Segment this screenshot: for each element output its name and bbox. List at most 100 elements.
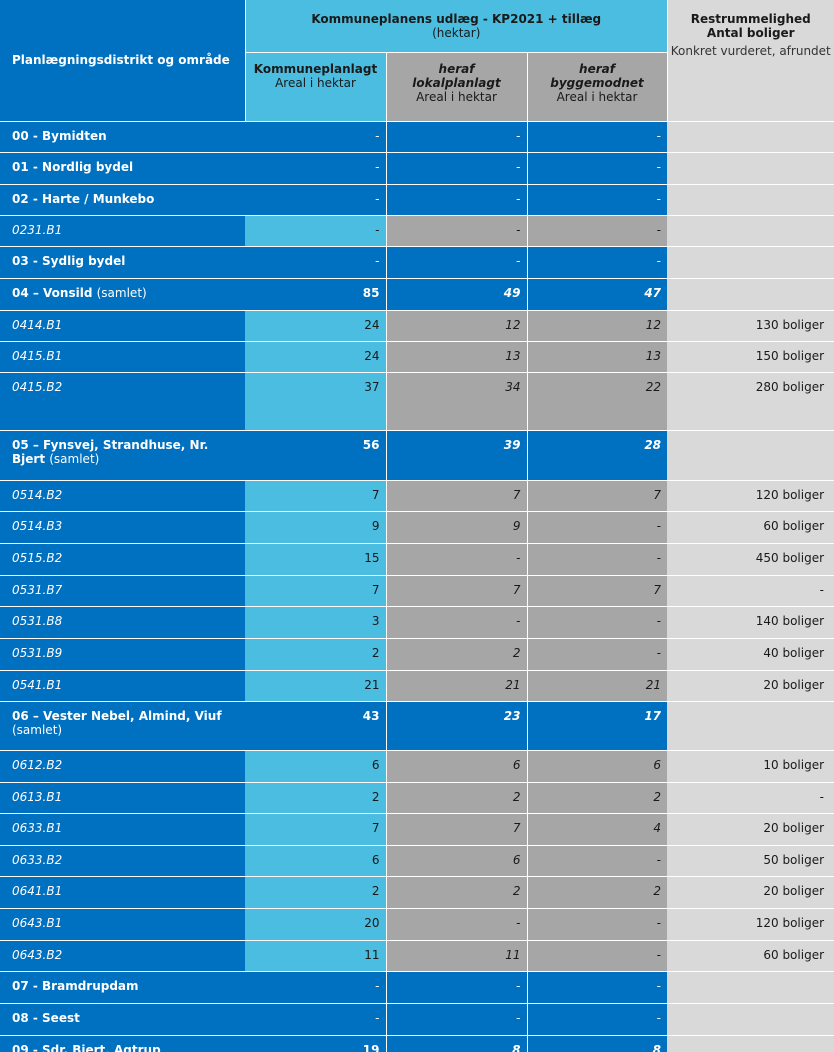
value-cell: - [386,121,528,153]
table-row: 0643.B2 11 11-60 boliger [0,940,834,972]
column-title: Kommuneplanlagt [253,61,378,76]
value-cell: 8 [386,1035,528,1052]
value-cell: 6 [386,750,528,783]
value-cell: - [527,940,668,972]
value-cell: 6 [245,750,387,783]
row-label-cell: 0514.B3 [0,511,245,544]
value-cell: 7 [386,813,528,846]
capacity-cell: 40 boliger [667,638,834,671]
row-label-cell: 0641.B1 [0,876,245,909]
table-row: 0641.B1 2 2 2 20 boliger [0,876,834,909]
table-row: 0231.B1- - - [0,215,834,247]
row-label: 0612.B2 [12,757,63,772]
row-label: 0643.B1 [12,915,63,930]
row-label-cell: 0613.B1 [0,782,245,814]
value-cell: 2 [386,876,528,909]
capacity-cell: 60 boliger [667,511,834,544]
plan-title: Kommuneplanens udlæg - KP2021 + tillæg [311,12,602,26]
row-label: 00 - Bymidten [12,128,107,143]
row-label: 09 - Sdr. Bjert, Agtrup [12,1042,161,1052]
column-title: byggemodnet [550,75,644,90]
table-row: 05 – Fynsvej, Strandhuse, Nr. Bjert (sam… [0,430,834,481]
value-cell: 47 [527,278,668,311]
row-label: 0613.B1 [12,789,63,804]
value-cell: 2 [527,876,668,909]
row-label: 0531.B9 [12,645,63,660]
row-label-cell: 0612.B2 [0,750,245,783]
table-row: 07 - Bramdrupdam - - - [0,971,834,1004]
value-cell: - [245,246,387,279]
row-label-cell: 0633.B2 [0,845,245,877]
capacity-cell: 50 boliger [667,845,834,877]
table-row: 03 - Sydlig bydel - - - [0,246,834,279]
capacity-cell: - [667,575,834,607]
row-label-cell: 0531.B9 [0,638,245,671]
row-label: 0633.B1 [12,820,63,835]
row-label-cell: 0414.B1 [0,310,245,342]
value-cell: 39 [386,430,528,481]
table-row: 0414.B1 24 12 12 130 boliger [0,310,834,342]
column-title: lokalplanlagt [412,75,501,90]
value-cell: 7 [386,480,528,512]
plan-unit: (hektar) [432,26,481,40]
capacity-cell [667,121,834,153]
row-label-cell: 00 - Bymidten [0,121,245,153]
capacity-cell [667,215,834,247]
row-label-cell: 02 - Harte / Munkebo [0,184,245,216]
value-cell: 7 [527,575,668,607]
value-cell: - [386,152,528,185]
row-label-cell: 01 - Nordlig bydel [0,152,245,185]
value-cell: 9 [245,511,387,544]
capacity-cell: 450 boliger [667,543,834,576]
value-cell: 2 [386,638,528,671]
value-cell: 3 [245,606,387,639]
value-cell: 17 [527,701,668,751]
value-cell: - [527,971,668,1004]
row-label-cell: 0231.B1 [0,215,245,247]
value-cell: - [527,543,668,576]
row-label: 0633.B2 [12,852,63,867]
row-label-cell: 03 - Sydlig bydel [0,246,245,279]
value-cell: 24 [245,341,387,373]
value-cell: 7 [527,480,668,512]
column-unit: Areal i hektar [416,89,497,104]
row-label: 0514.B2 [12,487,63,502]
value-cell: - [527,845,668,877]
value-cell: - [527,215,668,247]
table-row: 00 - Bymidten - - - [0,121,834,153]
row-label-cell: 0415.B2 [0,372,245,431]
capacity-cell [667,971,834,1004]
row-label: 04 – Vonsild [12,285,93,300]
row-label-suffix: (samlet) [49,451,100,466]
row-label: 07 - Bramdrupdam [12,978,139,993]
table-row: 04 – Vonsild (samlet) 85 49 47 [0,278,834,311]
value-cell: 8 [527,1035,668,1052]
value-cell: - [245,121,387,153]
row-label: 01 - Nordlig bydel [12,159,134,174]
value-cell: 22 [527,372,668,431]
row-label-cell: 0643.B1 [0,908,245,941]
row-label: 02 - Harte / Munkebo [12,191,155,206]
value-cell: 11 [386,940,528,972]
value-cell: 2 [245,638,387,671]
column-header: heraf lokalplanlagt Areal i hektar [386,52,528,122]
capacity-cell: - [667,782,834,814]
value-cell: 6 [245,845,387,877]
value-cell: 11 [245,940,387,972]
row-label: 0231.B1 [12,222,63,237]
value-cell: 6 [527,750,668,783]
value-cell: 7 [245,480,387,512]
value-cell: 28 [527,430,668,481]
value-cell: - [527,152,668,185]
capacity-cell: 280 boliger [667,372,834,431]
row-label-cell: 07 - Bramdrupdam [0,971,245,1004]
row-label-cell: 09 - Sdr. Bjert, Agtrup [0,1035,245,1052]
row-label: 0515.B2 [12,550,63,565]
capacity-cell [667,184,834,216]
row-label-cell: 05 – Fynsvej, Strandhuse, Nr. Bjert (sam… [0,430,245,481]
row-label: 0514.B3 [12,518,63,533]
value-cell: - [527,246,668,279]
value-cell: - [245,215,387,247]
